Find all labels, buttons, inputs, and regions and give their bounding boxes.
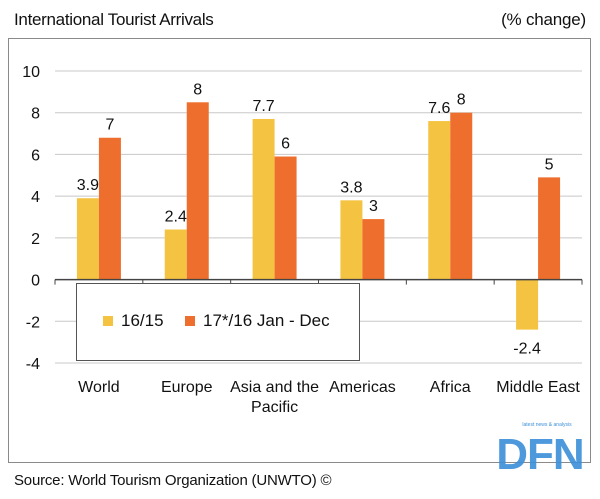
legend: 16/15 17*/16 Jan - Dec	[76, 283, 360, 361]
data-labels: 3.9 7 2.4 8 7.7 6 3.8 3 7.6 8 -2.4 5	[77, 81, 554, 357]
x-tick-label-line: Pacific	[251, 399, 298, 416]
legend-swatch-17-16	[185, 316, 195, 326]
bar-16-15	[516, 279, 539, 330]
bar-17-16	[538, 177, 561, 280]
bar-17-16	[98, 137, 121, 280]
y-tick-label: 8	[31, 106, 40, 123]
bar-17-16	[274, 156, 297, 280]
data-label: 7.6	[428, 100, 450, 117]
legend-swatch-16-15	[103, 316, 113, 326]
x-tick-label-line: World	[78, 379, 120, 396]
bar-16-15	[252, 118, 275, 280]
x-tick-label-line: Middle East	[496, 379, 580, 396]
data-label: 8	[193, 81, 202, 98]
chart-unit-label: (% change)	[501, 10, 586, 29]
data-label: 3	[369, 198, 378, 215]
x-tick-label-line: Asia and the	[230, 379, 319, 396]
x-tick-label-line: Africa	[430, 379, 471, 396]
y-tick-label: 2	[31, 231, 40, 248]
bar-16-15	[340, 200, 363, 280]
bar-16-15	[428, 121, 451, 280]
logo-text: DFN	[496, 430, 584, 479]
y-tick-label: -4	[26, 356, 40, 373]
data-label: 7.7	[252, 98, 274, 115]
y-tick-label: -2	[26, 314, 40, 331]
source-note: Source: World Tourism Organization (UNWT…	[14, 472, 332, 489]
y-tick-label: 4	[31, 189, 40, 206]
bar-17-16	[186, 102, 209, 280]
x-tick-label-line: Europe	[161, 379, 213, 396]
legend-item-17-16: 17*/16 Jan - Dec	[185, 311, 330, 331]
legend-label-17-16: 17*/16 Jan - Dec	[203, 311, 330, 330]
axes: 10 8 6 4 2 0 -2 -4 World Europe Asia and the Pacifi…	[22, 64, 583, 416]
bar-17-16	[450, 112, 473, 280]
y-tick-label: 0	[31, 273, 40, 290]
data-label: 3.8	[340, 179, 362, 196]
data-label: -2.4	[513, 341, 541, 358]
dfn-logo: latest news & analysis DFN	[488, 418, 592, 482]
legend-label-16-15: 16/15	[121, 311, 164, 330]
legend-item-16-15: 16/15	[103, 311, 164, 331]
data-label: 6	[281, 136, 290, 153]
x-tick-label: World	[78, 379, 120, 396]
logo-tagline: latest news & analysis	[522, 422, 572, 428]
bar-16-15	[164, 229, 187, 280]
bars	[76, 102, 561, 330]
y-tick-label: 6	[31, 147, 40, 164]
x-tick-label: Middle East	[496, 379, 580, 396]
x-tick-label-line: Americas	[329, 379, 396, 396]
data-label: 8	[457, 92, 466, 109]
bar-17-16	[362, 219, 385, 280]
chart-title: International Tourist Arrivals	[14, 10, 214, 29]
x-tick-label: Asia and the Pacific	[230, 379, 319, 416]
bar-16-15	[76, 198, 99, 280]
y-tick-label: 10	[22, 64, 40, 81]
data-label: 3.9	[77, 177, 99, 194]
x-tick-label: Europe	[161, 379, 213, 396]
x-tick-label: Africa	[430, 379, 471, 396]
chart-frame	[8, 38, 591, 463]
data-label: 2.4	[165, 209, 187, 226]
x-tick-label: Americas	[329, 379, 396, 396]
data-label: 7	[105, 117, 114, 134]
data-label: 5	[545, 156, 554, 173]
